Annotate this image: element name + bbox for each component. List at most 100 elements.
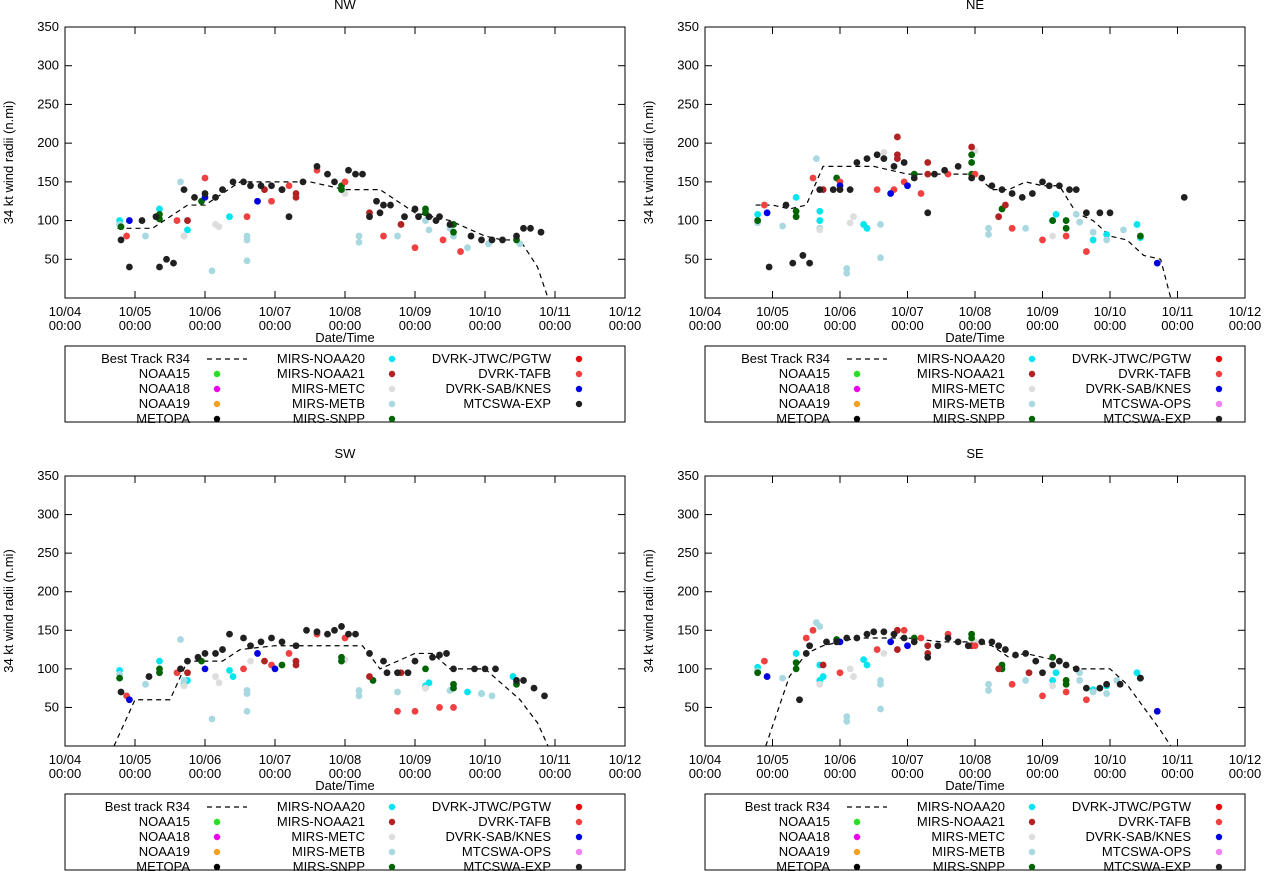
- data-point: [226, 630, 233, 638]
- y-tick-label: 300: [677, 507, 699, 522]
- data-point: [243, 257, 251, 265]
- legend-marker: [1215, 415, 1223, 423]
- x-tick-label: 00:00: [49, 766, 82, 781]
- legend-label: MIRS-NOAA21: [277, 366, 365, 381]
- data-point: [1072, 665, 1080, 673]
- series-dvrk-sab-knes: [763, 182, 1161, 267]
- legend-label: METOPA: [136, 859, 190, 871]
- data-point: [341, 178, 349, 186]
- x-tick-label: 00:00: [469, 318, 502, 333]
- legend-label: NOAA19: [779, 844, 830, 859]
- data-point: [380, 232, 387, 240]
- legend-label: NOAA19: [139, 844, 190, 859]
- y-tick-label: 350: [677, 468, 699, 483]
- legend-label: MIRS-SNPP: [933, 859, 1005, 871]
- x-tick-label: 10/06: [824, 752, 857, 767]
- data-point: [422, 205, 429, 213]
- data-point: [201, 650, 209, 657]
- data-point: [846, 219, 854, 227]
- data-point: [215, 679, 223, 687]
- data-point: [411, 707, 419, 715]
- legend-marker: [853, 400, 861, 408]
- data-point: [1039, 178, 1046, 186]
- data-point: [180, 682, 188, 690]
- legend-marker: [388, 863, 396, 871]
- data-point: [208, 715, 216, 723]
- data-point: [345, 630, 352, 638]
- data-point: [219, 186, 226, 194]
- x-tick-label: 00:00: [119, 766, 152, 781]
- chart-title: SE: [966, 446, 984, 461]
- data-point: [816, 226, 824, 234]
- data-point: [194, 653, 202, 661]
- legend-label: MIRS-METC: [291, 381, 365, 396]
- data-point: [359, 170, 366, 178]
- data-point: [338, 653, 345, 661]
- data-point: [537, 228, 545, 236]
- data-point: [1133, 221, 1141, 228]
- legend-label: MTCSWA-EXP: [1103, 411, 1191, 426]
- series-mirs-snpp: [116, 653, 520, 692]
- data-point: [380, 201, 387, 209]
- data-point: [411, 205, 419, 213]
- data-point: [268, 634, 275, 642]
- legend-label: MTCSWA-OPS: [462, 844, 551, 859]
- legend-marker: [575, 803, 583, 811]
- data-point: [152, 213, 160, 221]
- data-point: [425, 226, 433, 234]
- data-point: [968, 159, 976, 166]
- series-mtcswa-exp: [796, 628, 1144, 704]
- data-point: [387, 201, 394, 209]
- data-point: [366, 650, 373, 657]
- data-point: [850, 673, 857, 680]
- data-point: [1153, 259, 1161, 267]
- legend-marker: [213, 863, 221, 871]
- data-point: [254, 197, 261, 205]
- data-point: [853, 634, 861, 642]
- data-point: [163, 255, 170, 263]
- data-point: [520, 677, 527, 684]
- data-point: [180, 232, 188, 240]
- y-tick-label: 200: [677, 584, 699, 599]
- x-tick-label: 10/08: [959, 752, 992, 767]
- data-point: [219, 646, 226, 653]
- x-tick-label: 00:00: [1161, 318, 1194, 333]
- data-point: [212, 650, 219, 657]
- data-point: [1116, 680, 1124, 688]
- data-point: [941, 166, 949, 174]
- data-point: [411, 244, 419, 252]
- x-tick-label: 10/12: [609, 304, 642, 319]
- x-tick-label: 10/04: [689, 752, 722, 767]
- data-point: [292, 642, 300, 650]
- y-tick-label: 150: [677, 622, 699, 637]
- data-point: [527, 224, 534, 232]
- legend-marker: [853, 848, 861, 856]
- data-point: [125, 217, 133, 224]
- data-point: [890, 630, 898, 638]
- data-point: [278, 638, 286, 646]
- data-point: [380, 657, 387, 665]
- data-point: [397, 221, 405, 228]
- data-point: [924, 209, 932, 217]
- data-point: [156, 665, 163, 673]
- data-point: [324, 630, 331, 638]
- data-point: [1082, 684, 1090, 692]
- data-point: [819, 661, 827, 669]
- data-point: [355, 692, 363, 700]
- legend-marker: [213, 833, 221, 841]
- legend-marker: [388, 385, 396, 393]
- legend-frame: [704, 345, 1246, 423]
- x-tick-label: 00:00: [959, 766, 992, 781]
- data-point: [457, 248, 464, 255]
- y-tick-label: 350: [37, 19, 59, 34]
- data-point: [1096, 209, 1104, 217]
- data-point: [373, 197, 380, 205]
- series-mirs-metb: [116, 178, 524, 275]
- data-point: [1062, 688, 1070, 696]
- data-point: [268, 197, 275, 205]
- x-tick-label: 00:00: [1026, 766, 1059, 781]
- series-mtcswa-exp: [117, 162, 545, 271]
- data-point: [1089, 236, 1097, 244]
- data-point: [1001, 201, 1009, 209]
